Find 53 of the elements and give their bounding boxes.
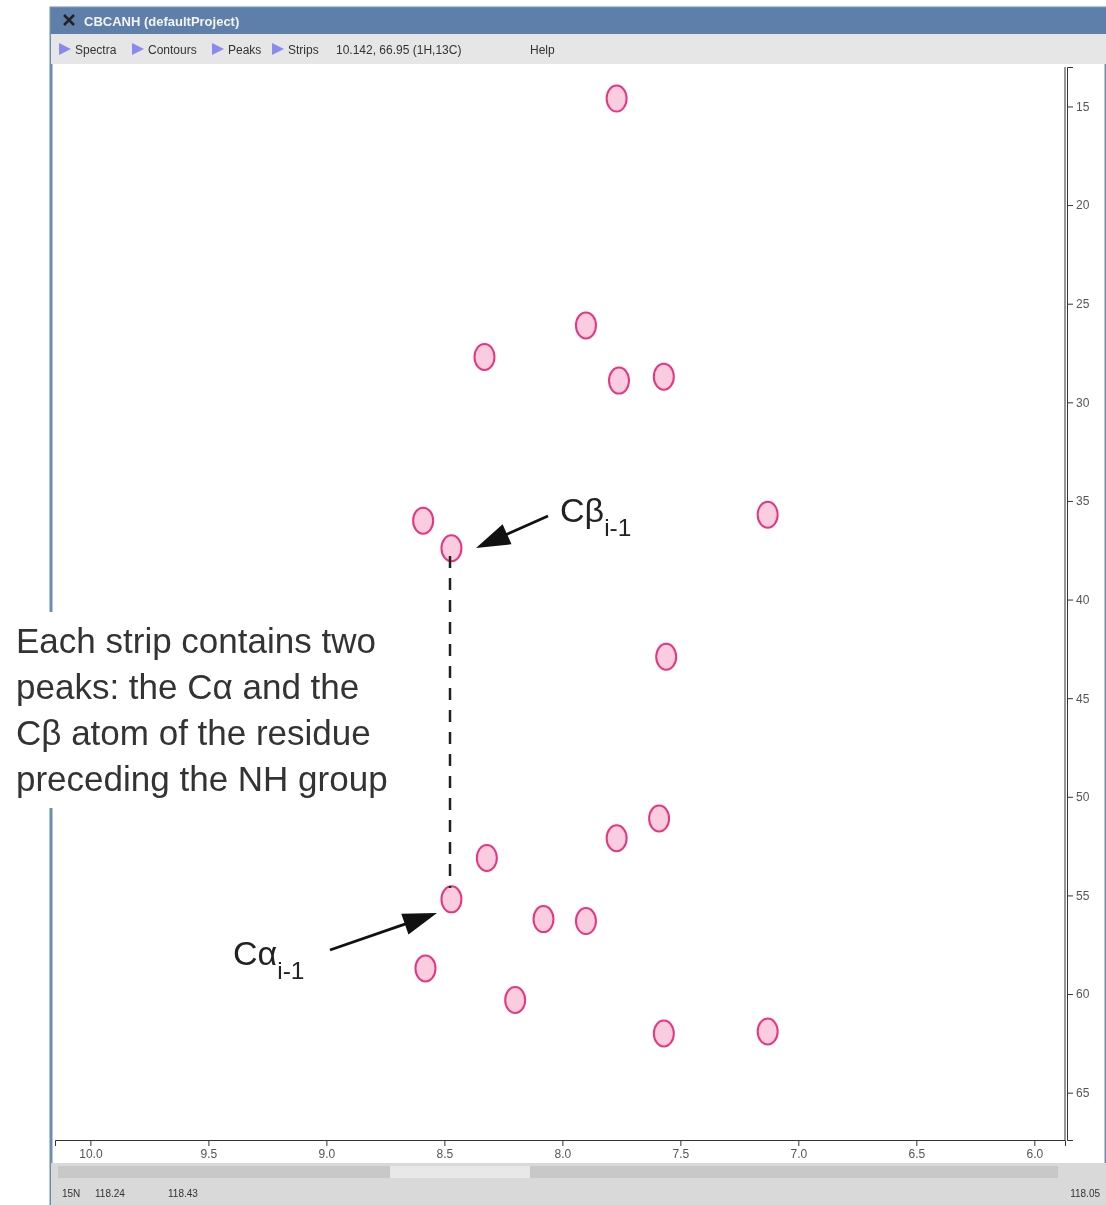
point [414,954,437,983]
point [412,506,435,535]
x-tick-label: 9.0 [318,1146,336,1161]
point [652,1019,675,1048]
x-tick-label: 7.5 [672,1146,690,1161]
chart-title: CBCANH (defaultProject) [84,14,240,29]
text: 118.05 [1070,1188,1101,1199]
point [440,885,463,914]
x-tick-label: 7.0 [790,1146,808,1161]
point [574,311,597,340]
point [605,824,628,853]
y-tick-label: 35 [1076,494,1090,509]
annotation: Each strip contains two peaks: the Cα and the Cβ atom of the residue preceding the NH group [16,621,388,798]
point [473,342,496,371]
point [648,804,671,833]
text: Help [530,43,556,57]
point [652,362,675,391]
y-tick-label: 55 [1076,888,1090,903]
x-tick-label: 6.5 [908,1146,926,1161]
text: 10.142, 66.95 (1H,13C) [336,43,462,57]
y-tick-label: 65 [1076,1086,1090,1100]
point [605,84,628,113]
text: Spectra [75,43,117,57]
point [532,905,555,934]
y-tick-label: 45 [1076,691,1090,706]
x-tick-label: 10.0 [79,1146,103,1161]
y-tick-label: 30 [1076,395,1090,410]
y-tick-label: 15 [1076,99,1090,114]
y-tick-label: 25 [1076,297,1090,312]
point [756,1017,779,1046]
annotation: Cβ$_{i-1}$ [560,491,632,541]
point [756,500,779,529]
x-tick-label: 9.5 [200,1146,218,1161]
x-tick-label: 6.0 [1026,1146,1044,1161]
text: 118.43 [168,1188,199,1199]
point [475,843,498,872]
x-tick-label: 8.5 [436,1146,454,1161]
y-tick-label: 50 [1076,790,1090,805]
y-tick-label: 40 [1076,592,1090,607]
text: Strips [288,43,319,57]
text: 15N [62,1188,81,1199]
y-tick-label: 20 [1076,198,1090,213]
point [504,985,527,1014]
point [440,534,463,563]
point [655,642,678,671]
text: Contours [148,43,197,57]
text: Peaks [228,43,262,57]
point [608,366,630,395]
y-tick-label: 60 [1076,987,1090,1002]
x-tick-label: 8.0 [554,1146,572,1161]
point [574,907,597,936]
text: 118.24 [95,1188,126,1199]
annotation: Cα$_{i-1}$ [233,934,305,984]
